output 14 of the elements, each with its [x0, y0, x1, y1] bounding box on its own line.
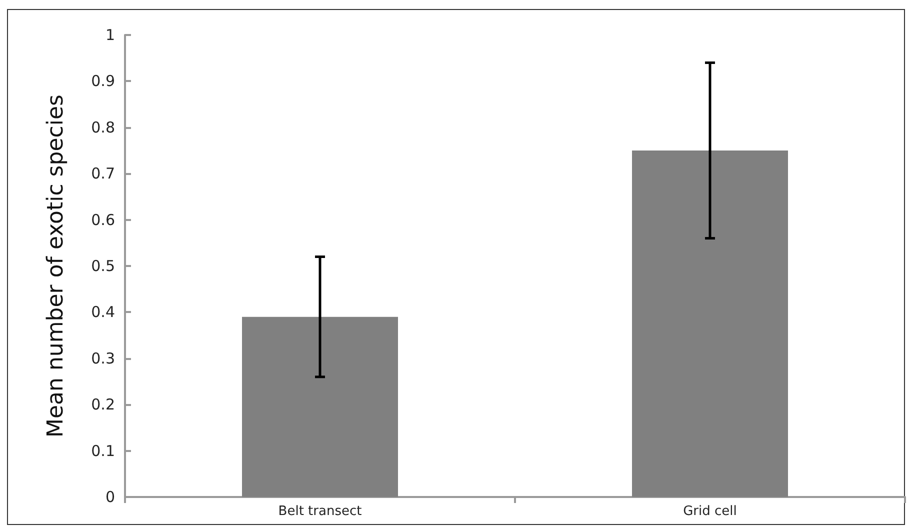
- y-tick-label: 0.7: [91, 164, 115, 183]
- y-tick-label: 1: [105, 26, 115, 44]
- y-tick-label: 0.5: [91, 257, 115, 275]
- x-tick-label: Grid cell: [683, 504, 737, 519]
- y-tick-label: 0.1: [91, 442, 115, 460]
- y-tick-label: 0: [105, 488, 115, 506]
- y-tick-label: 0.6: [91, 210, 115, 229]
- x-tick-label: Belt transect: [278, 504, 362, 519]
- y-axis-title: Mean number of exotic species: [44, 94, 68, 438]
- y-tick-label: 0.9: [91, 72, 115, 90]
- y-tick-label: 0.8: [91, 118, 115, 136]
- y-tick-label: 0.4: [91, 303, 115, 322]
- y-tick-label: 0.2: [91, 396, 115, 414]
- y-tick-label: 0.3: [91, 349, 115, 368]
